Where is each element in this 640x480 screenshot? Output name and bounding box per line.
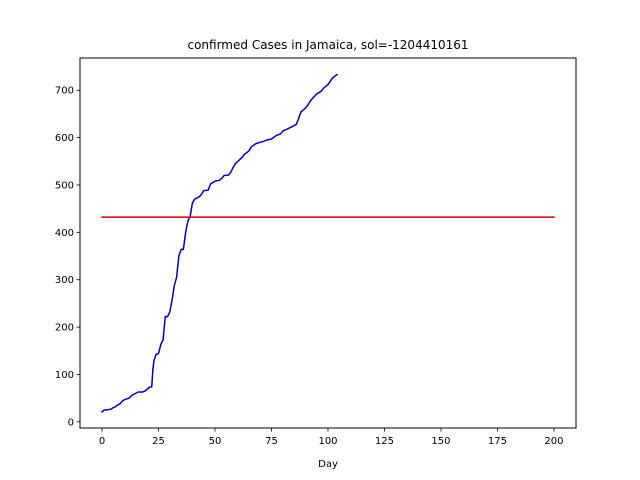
x-tick-label: 175 [488,436,507,447]
x-tick-label: 100 [318,436,337,447]
y-tick-label: 400 [55,228,74,239]
x-tick-label: 75 [265,436,278,447]
x-tick-label: 50 [209,436,222,447]
y-tick-label: 100 [55,370,74,381]
y-tick-label: 500 [55,180,74,191]
y-tick-label: 0 [68,417,74,428]
y-tick-label: 600 [55,133,74,144]
x-axis-label: Day [318,459,338,470]
x-tick-label: 200 [544,436,563,447]
x-tick-label: 125 [375,436,394,447]
x-tick-label: 25 [152,436,165,447]
x-tick-label: 0 [99,436,105,447]
y-tick-label: 300 [55,275,74,286]
x-tick-label: 150 [431,436,450,447]
plot-area [80,58,576,428]
y-tick-label: 700 [55,86,74,97]
y-tick-label: 200 [55,323,74,334]
chart-title: confirmed Cases in Jamaica, sol=-1204410… [187,38,468,52]
